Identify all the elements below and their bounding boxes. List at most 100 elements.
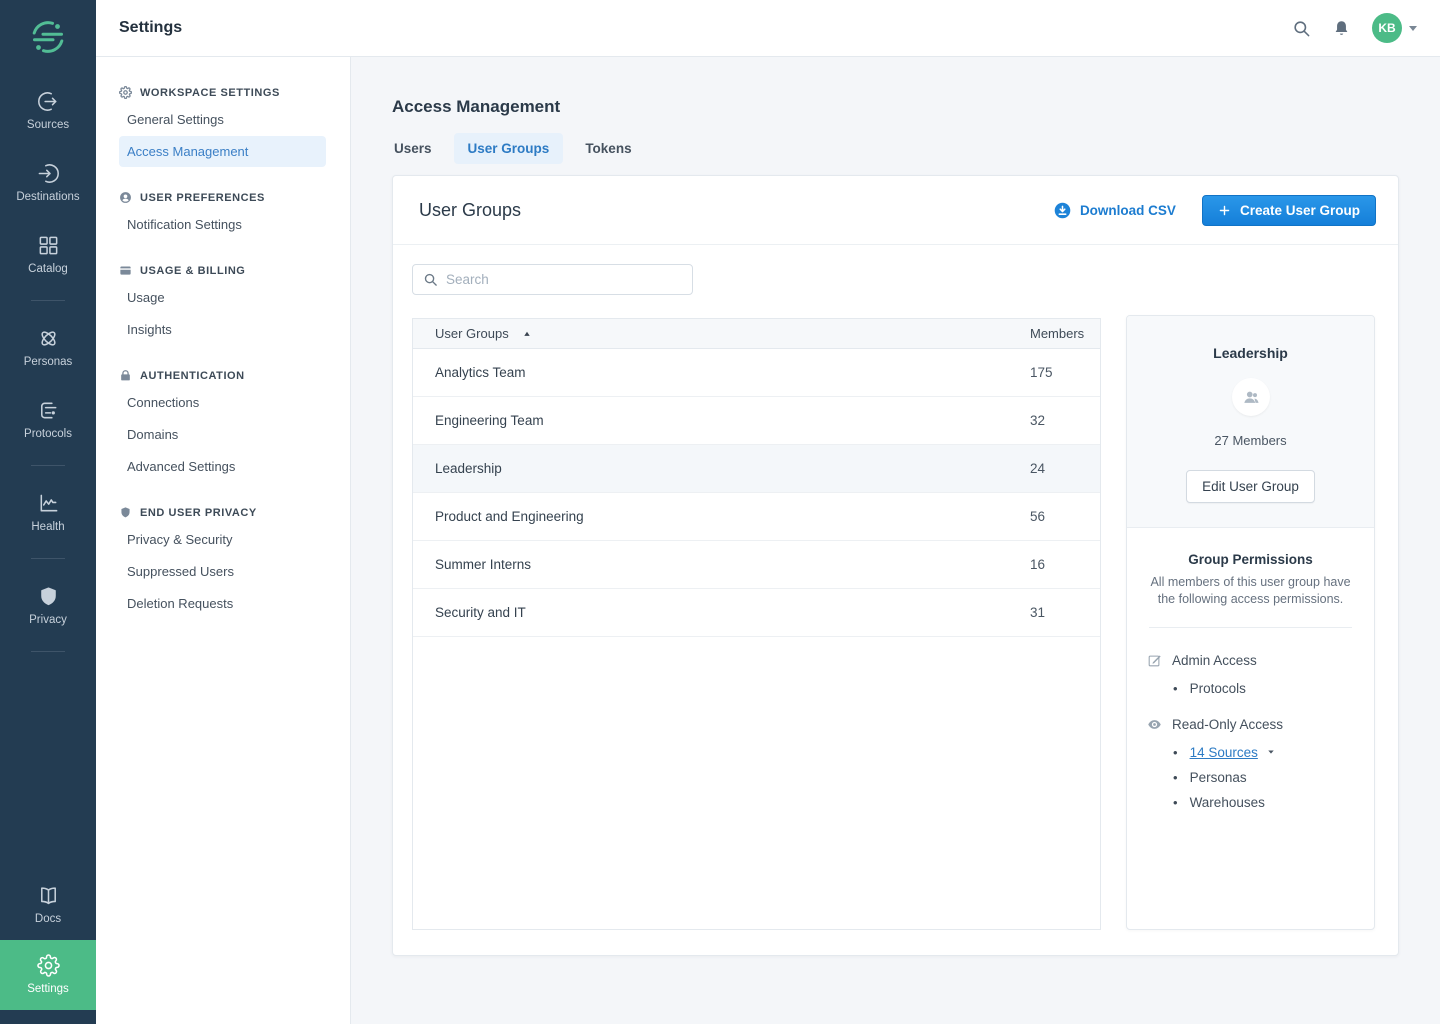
sidebar-item-label: Catalog bbox=[28, 263, 68, 275]
section-title: Access Management bbox=[392, 97, 1399, 117]
primary-sidebar: Sources Destinations Catalog Personas Pr… bbox=[0, 0, 96, 1024]
plus-icon bbox=[1218, 204, 1231, 217]
table-row-product-and-engineering[interactable]: Product and Engineering 56 bbox=[413, 493, 1100, 541]
permissions-title: Group Permissions bbox=[1147, 552, 1354, 567]
download-icon bbox=[1054, 202, 1071, 219]
sort-ascending-icon bbox=[522, 329, 532, 339]
settings-nav-item-access-management[interactable]: Access Management bbox=[119, 136, 326, 167]
right-side: Settings KB WORKSPACE SETTINGS General S… bbox=[96, 0, 1440, 1024]
table-header: User Groups Members bbox=[413, 319, 1100, 349]
table-row-engineering-team[interactable]: Engineering Team 32 bbox=[413, 397, 1100, 445]
main-content: Access Management Users User Groups Tokens… bbox=[351, 57, 1440, 1024]
table-row-security-and-it[interactable]: Security and IT 31 bbox=[413, 589, 1100, 637]
permission-text: Warehouses bbox=[1190, 795, 1265, 810]
settings-nav-section-authentication: AUTHENTICATION ConnectionsDomainsAdvance… bbox=[119, 369, 326, 482]
create-user-group-button[interactable]: Create User Group bbox=[1202, 195, 1376, 226]
sidebar-item-destinations[interactable]: Destinations bbox=[0, 146, 96, 218]
lock-icon bbox=[119, 369, 132, 382]
gear-icon bbox=[119, 86, 132, 99]
settings-sidebar: WORKSPACE SETTINGS General SettingsAcces… bbox=[96, 57, 351, 1024]
group-name-cell: Analytics Team bbox=[435, 365, 526, 380]
user-groups-card: User Groups Download CSV bbox=[392, 175, 1399, 956]
page-title: Settings bbox=[119, 19, 182, 37]
settings-nav-item-privacy-security[interactable]: Privacy & Security bbox=[119, 524, 326, 555]
table-row-analytics-team[interactable]: Analytics Team 175 bbox=[413, 349, 1100, 397]
caret-down-icon[interactable] bbox=[1266, 747, 1276, 757]
permission-items: 14 Sources Personas Warehouses bbox=[1173, 740, 1354, 815]
notifications-bell-icon[interactable] bbox=[1332, 19, 1351, 38]
group-name-cell: Product and Engineering bbox=[435, 509, 584, 524]
protocols-icon bbox=[37, 399, 60, 422]
sidebar-item-settings[interactable]: Settings bbox=[0, 940, 96, 1010]
group-member-count: 27 Members bbox=[1143, 433, 1358, 448]
sources-icon bbox=[37, 90, 60, 113]
primary-nav-bottom-items: Docs Settings bbox=[0, 868, 96, 1024]
permission-item: 14 Sources bbox=[1173, 740, 1354, 765]
member-count-cell: 175 bbox=[1030, 365, 1100, 380]
settings-nav-item-insights[interactable]: Insights bbox=[119, 314, 326, 345]
search-input[interactable] bbox=[446, 272, 682, 287]
group-name: Leadership bbox=[1143, 345, 1358, 361]
table-row-leadership[interactable]: Leadership 24 bbox=[413, 445, 1100, 493]
settings-icon bbox=[37, 954, 60, 977]
settings-nav-section-header: USAGE & BILLING bbox=[119, 264, 326, 277]
settings-nav-item-domains[interactable]: Domains bbox=[119, 419, 326, 450]
sidebar-item-catalog[interactable]: Catalog bbox=[0, 218, 96, 290]
tab-tokens[interactable]: Tokens bbox=[583, 133, 633, 164]
settings-nav-item-advanced-settings[interactable]: Advanced Settings bbox=[119, 451, 326, 482]
catalog-icon bbox=[37, 234, 60, 257]
column-header-members[interactable]: Members bbox=[1030, 326, 1100, 341]
sidebar-divider bbox=[31, 651, 65, 652]
permission-item: Personas bbox=[1173, 765, 1354, 790]
permission-item: Protocols bbox=[1173, 676, 1354, 701]
sidebar-item-sources[interactable]: Sources bbox=[0, 74, 96, 146]
download-csv-button[interactable]: Download CSV bbox=[1054, 202, 1176, 219]
permission-group-admin-access: Admin Access Protocols bbox=[1147, 653, 1354, 701]
tab-users[interactable]: Users bbox=[392, 133, 434, 164]
group-name-cell: Leadership bbox=[435, 461, 502, 476]
search-icon[interactable] bbox=[1292, 19, 1311, 38]
topbar-actions: KB bbox=[1292, 13, 1417, 43]
eye-icon bbox=[1147, 717, 1162, 732]
edit-user-group-button[interactable]: Edit User Group bbox=[1186, 470, 1315, 503]
settings-nav-section-title: USAGE & BILLING bbox=[140, 265, 245, 277]
sidebar-item-health[interactable]: Health bbox=[0, 476, 96, 548]
tab-user-groups[interactable]: User Groups bbox=[454, 133, 564, 164]
app-window: Sources Destinations Catalog Personas Pr… bbox=[0, 0, 1440, 1024]
search-box bbox=[412, 264, 693, 295]
settings-nav-item-usage[interactable]: Usage bbox=[119, 282, 326, 313]
permission-link-14-sources[interactable]: 14 Sources bbox=[1190, 745, 1258, 760]
settings-nav-section-title: WORKSPACE SETTINGS bbox=[140, 87, 280, 99]
group-name-cell: Summer Interns bbox=[435, 557, 531, 572]
primary-nav-items: Sources Destinations Catalog Personas Pr… bbox=[0, 74, 96, 662]
table-row-summer-interns[interactable]: Summer Interns 16 bbox=[413, 541, 1100, 589]
card-title: User Groups bbox=[419, 200, 521, 221]
topbar: Settings KB bbox=[96, 0, 1440, 57]
permission-item: Warehouses bbox=[1173, 790, 1354, 815]
settings-nav-item-notification-settings[interactable]: Notification Settings bbox=[119, 209, 326, 240]
sidebar-item-privacy[interactable]: Privacy bbox=[0, 569, 96, 641]
settings-nav-section-header: USER PREFERENCES bbox=[119, 191, 326, 204]
settings-nav-item-general-settings[interactable]: General Settings bbox=[119, 104, 326, 135]
group-name-cell: Security and IT bbox=[435, 605, 526, 620]
permissions-subtitle: All members of this user group have the … bbox=[1147, 574, 1354, 608]
settings-nav-item-deletion-requests[interactable]: Deletion Requests bbox=[119, 588, 326, 619]
sidebar-item-protocols[interactable]: Protocols bbox=[0, 383, 96, 455]
sidebar-item-docs[interactable]: Docs bbox=[0, 868, 96, 940]
permission-text: Personas bbox=[1190, 770, 1247, 785]
column-header-user-groups[interactable]: User Groups bbox=[435, 326, 532, 341]
divider bbox=[1149, 627, 1352, 628]
permission-group-header: Read-Only Access bbox=[1147, 717, 1354, 732]
sidebar-item-personas[interactable]: Personas bbox=[0, 311, 96, 383]
settings-nav-item-connections[interactable]: Connections bbox=[119, 387, 326, 418]
account-menu[interactable]: KB bbox=[1372, 13, 1417, 43]
segment-logo[interactable] bbox=[0, 0, 96, 74]
sidebar-divider bbox=[31, 558, 65, 559]
settings-nav-section-workspace-settings: WORKSPACE SETTINGS General SettingsAcces… bbox=[119, 86, 326, 167]
sidebar-divider bbox=[31, 465, 65, 466]
privacy-icon bbox=[37, 585, 60, 608]
avatar[interactable]: KB bbox=[1372, 13, 1402, 43]
settings-nav-item-suppressed-users[interactable]: Suppressed Users bbox=[119, 556, 326, 587]
member-count-cell: 16 bbox=[1030, 557, 1100, 572]
sidebar-item-label: Protocols bbox=[24, 428, 72, 440]
